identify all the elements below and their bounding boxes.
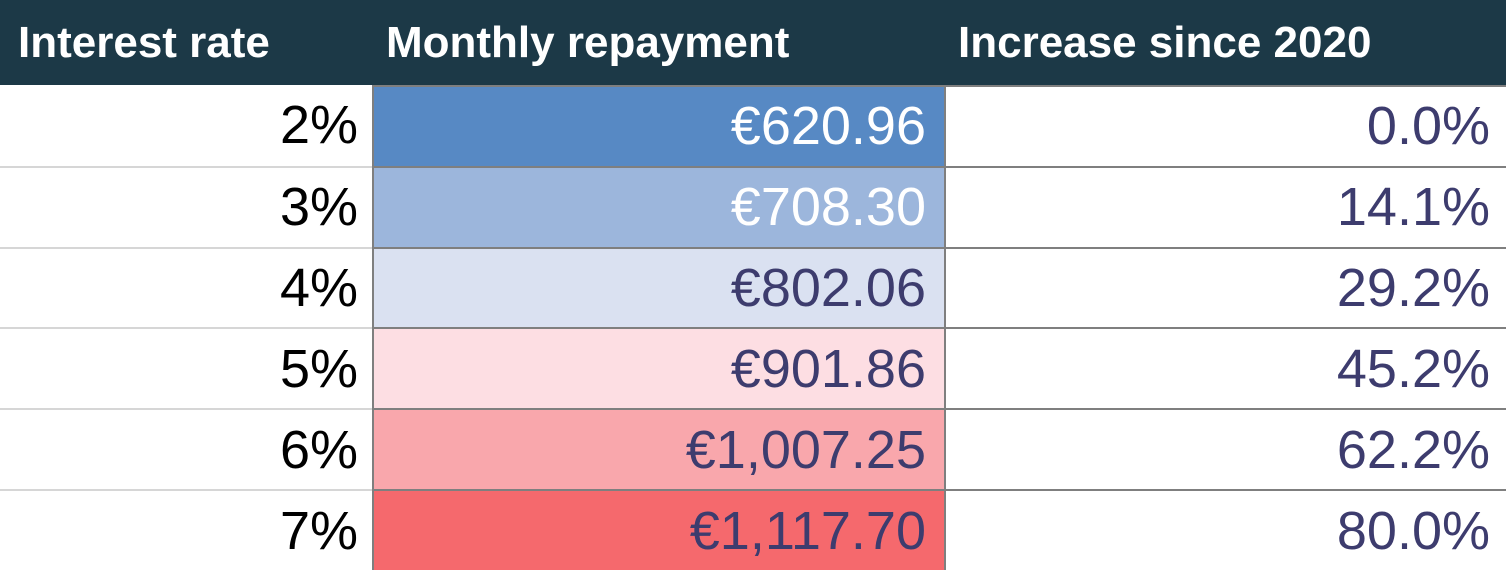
table-row: 3% €708.30 14.1%	[0, 165, 1506, 247]
interest-rate-cell: 5%	[0, 327, 372, 408]
monthly-repayment-cell: €708.30	[372, 165, 946, 247]
table-row: 6% €1,007.25 62.2%	[0, 408, 1506, 490]
table-row: 4% €802.06 29.2%	[0, 246, 1506, 328]
header-interest-rate: Interest rate	[18, 17, 270, 67]
table-row: 7% €1,117.70 80.0%	[0, 489, 1506, 570]
increase-cell: 45.2%	[946, 327, 1506, 408]
increase-cell: 29.2%	[946, 246, 1506, 328]
monthly-repayment-cell: €1,007.25	[372, 408, 946, 490]
increase-cell: 0.0%	[946, 85, 1506, 166]
interest-rate-cell: 2%	[279, 95, 358, 156]
header-increase-since-2020: Increase since 2020	[958, 17, 1372, 67]
monthly-repayment-cell: €901.86	[372, 327, 946, 409]
interest-rate-cell: 6%	[0, 408, 372, 489]
interest-rate-cell: 3%	[0, 165, 372, 247]
increase-cell: 14.1%	[946, 165, 1506, 247]
monthly-repayment-cell: €1,117.70	[372, 489, 946, 570]
monthly-repayment-cell: €620.96	[372, 85, 946, 166]
increase-cell: 80.0%	[946, 489, 1506, 570]
interest-rate-cell: 7%	[0, 489, 372, 570]
table-header-row: Interest rate Monthly repayment Increase…	[0, 0, 1506, 85]
interest-rate-cell: 4%	[0, 246, 372, 328]
table-row: 2% €620.96 0.0%	[0, 85, 1506, 166]
header-monthly-repayment: Monthly repayment	[386, 17, 790, 67]
table-row: 5% €901.86 45.2%	[0, 327, 1506, 409]
increase-cell: 62.2%	[946, 408, 1506, 489]
monthly-repayment-cell: €802.06	[372, 246, 946, 328]
